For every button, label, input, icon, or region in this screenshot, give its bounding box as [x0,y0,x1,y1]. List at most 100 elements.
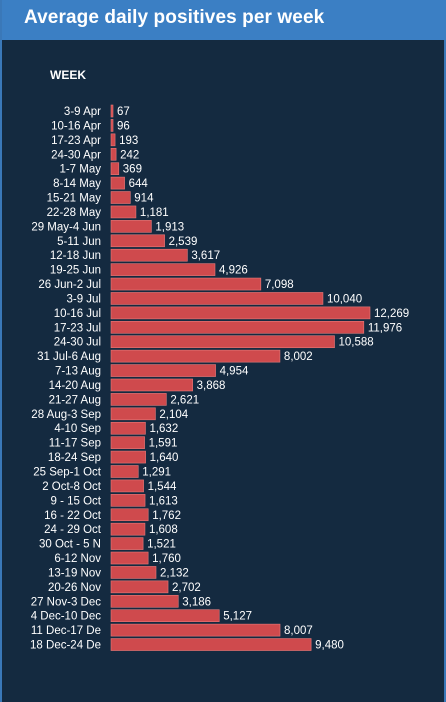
bar [110,522,146,536]
bar [110,292,324,305]
category-label: 20-26 Nov [48,582,101,594]
value-label: 10,588 [339,337,374,349]
category-label: 12-18 Jun [50,250,101,262]
bar [110,623,281,637]
category-label: 14-20 Aug [49,380,101,392]
category-label: 31 Jul-6 Aug [37,351,101,363]
category-label: 3-9 Jul [66,293,101,305]
bar [110,566,157,579]
bar [110,450,146,464]
bar [110,594,179,608]
value-label: 8,002 [284,351,313,363]
value-label: 644 [129,178,149,190]
bar [110,191,131,204]
category-label: 30 Oct - 5 N [39,539,101,551]
bar [110,508,149,522]
category-label: 18 Dec-24 De [30,640,101,652]
value-label: 8,007 [284,625,313,637]
category-label: 10-16 Jul [54,308,101,320]
value-label: 2,539 [169,236,198,248]
category-label: 24-30 Jul [54,337,101,349]
value-label: 96 [117,120,130,132]
bar [110,205,137,219]
bar [110,234,165,248]
category-label: 17-23 Jul [54,322,101,334]
category-label: 4 Dec-10 Dec [31,611,102,623]
value-label: 4,954 [220,366,249,378]
bar [110,479,144,493]
category-label: 11-17 Sep [49,438,101,450]
category-label: 24-30 Apr [51,149,101,161]
value-label: 3,617 [191,250,220,262]
bar [110,306,371,320]
value-label: 3,868 [197,380,226,392]
bar [110,436,145,449]
bar [110,537,144,550]
category-label: 27 Nov-3 Dec [31,596,102,608]
value-label: 1,913 [155,221,184,233]
value-label: 914 [134,193,154,205]
category-label: 7-13 Aug [55,366,101,378]
value-label: 1,291 [142,467,171,479]
bar [110,220,152,233]
value-label: 1,521 [147,539,176,551]
category-label: 9 - 15 Oct [51,495,102,507]
bar [110,263,216,276]
category-label: 11 Dec-17 De [31,625,101,637]
value-label: 1,762 [152,510,181,522]
bar [110,335,335,349]
bar [110,609,220,623]
category-label: 22-28 May [47,207,102,219]
bar [110,580,169,594]
category-label: 19-25 Jun [50,265,101,277]
value-label: 67 [117,106,130,118]
value-label: 1,640 [150,452,179,464]
category-label: 15-21 May [47,193,102,205]
bar [110,176,125,190]
bar [110,494,146,507]
bar [110,104,114,118]
value-label: 369 [123,164,142,176]
value-label: 1,544 [148,481,177,493]
value-label: 1,608 [149,524,178,536]
axis-header-week: WEEK [50,68,86,82]
category-label: 25 Sep-1 Oct [33,467,102,479]
category-label: 1-7 May [59,164,101,176]
category-label: 3-9 Apr [64,106,101,118]
category-label: 29 May-4 Jun [31,221,101,233]
bar [110,421,146,435]
bar [110,364,216,377]
value-label: 2,621 [170,394,199,406]
value-label: 1,613 [149,495,178,507]
category-label: 4-10 Sep [54,423,101,435]
value-label: 9,480 [315,640,344,652]
value-label: 2,702 [172,582,201,594]
bar [110,407,156,421]
value-label: 3,186 [182,596,211,608]
chart-title: Average daily positives per week [24,7,325,28]
value-label: 1,591 [149,438,178,450]
category-label: 16 - 22 Oct [44,510,102,522]
category-label: 24 - 29 Oct [44,524,102,536]
category-label: 2 Oct-8 Oct [42,481,102,493]
value-label: 4,926 [219,265,248,277]
bar [110,320,365,334]
value-label: 1,632 [149,423,178,435]
value-label: 12,269 [374,308,409,320]
bar [110,551,149,565]
bar [110,393,167,406]
value-label: 2,104 [159,409,188,421]
category-label: 8-14 May [53,178,101,190]
category-label: 26 Jun-2 Jul [38,279,101,291]
bar [110,248,188,262]
bar [110,465,139,478]
category-label: 18-24 Sep [48,452,101,464]
category-label: 5-11 Jun [57,236,101,248]
bar [110,277,262,291]
category-label: 28 Aug-3 Sep [31,409,101,421]
bar [110,378,193,392]
title-bar: Average daily positives per week [2,0,446,40]
bar [110,349,281,363]
